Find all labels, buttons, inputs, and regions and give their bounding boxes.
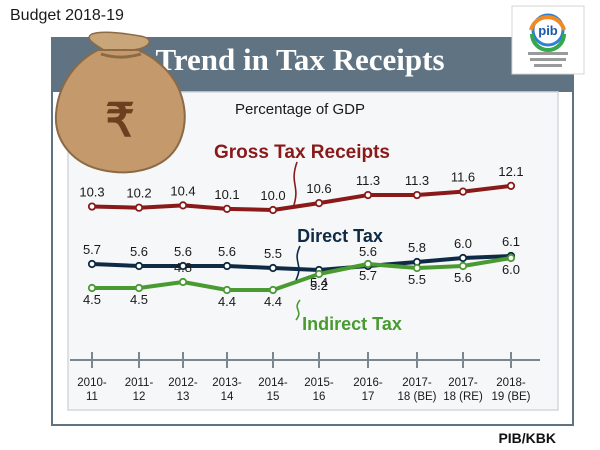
data-label: 10.2 xyxy=(126,186,151,201)
data-point xyxy=(87,259,97,269)
data-label: 10.1 xyxy=(214,187,239,202)
x-tick-label: 2013-14 xyxy=(212,377,242,403)
data-label: 12.1 xyxy=(498,164,523,179)
x-tick-label: 2014-15 xyxy=(258,377,288,403)
title-band xyxy=(52,38,573,92)
x-tick-label: 2018-19 (BE) xyxy=(492,377,531,403)
label-leader-line xyxy=(292,161,298,209)
data-point xyxy=(412,190,422,200)
pib-logo-text: pib xyxy=(538,23,558,38)
label-leader-line xyxy=(295,245,301,281)
data-label: 4.5 xyxy=(83,292,101,307)
x-axis-ticks: 2010-11 2011-12 2012-13 2013-14 2014-15 2015-… xyxy=(77,352,531,403)
data-label: 6.0 xyxy=(454,236,472,251)
data-label: 10.3 xyxy=(79,185,104,200)
data-label: 4.8 xyxy=(174,260,192,275)
series-line-direct xyxy=(90,254,513,272)
rupee-money-bag-icon: ₹ xyxy=(54,31,186,174)
data-label: 5.7 xyxy=(359,268,377,283)
data-label: 5.5 xyxy=(408,272,426,287)
data-label: 5.6 xyxy=(454,270,472,285)
series-label-direct: Direct Tax xyxy=(297,226,383,246)
chart-title: Trend in Tax Receipts xyxy=(155,42,444,77)
data-label: 6.0 xyxy=(502,262,520,277)
data-point xyxy=(134,283,144,293)
data-label: 5.6 xyxy=(174,244,192,259)
data-point xyxy=(87,202,97,211)
data-label: 5.2 xyxy=(310,278,328,293)
data-point xyxy=(222,285,232,295)
data-point xyxy=(506,253,516,263)
data-point xyxy=(222,204,232,213)
x-tick-label: 2015-16 xyxy=(304,377,334,403)
data-point xyxy=(178,201,188,210)
data-point xyxy=(506,181,516,190)
data-label: 5.6 xyxy=(130,244,148,259)
data-point xyxy=(412,263,422,273)
series-line-gross xyxy=(90,183,513,212)
data-label: 4.5 xyxy=(130,292,148,307)
data-point xyxy=(363,190,373,200)
data-point xyxy=(268,285,278,295)
x-tick-label: 2011-12 xyxy=(125,377,154,403)
footer-credit: PIB/KBK xyxy=(498,430,556,446)
data-point xyxy=(134,261,144,271)
data-label: 4.4 xyxy=(218,294,236,309)
data-point xyxy=(458,253,468,263)
series-label-indirect: Indirect Tax xyxy=(302,314,402,334)
data-label: 10.0 xyxy=(260,188,285,203)
data-point xyxy=(314,199,324,208)
plot-panel xyxy=(67,91,559,411)
x-tick-label: 2017-18 (BE) xyxy=(398,377,437,403)
data-point xyxy=(134,203,144,212)
svg-text:₹: ₹ xyxy=(105,94,134,146)
series-label-gross: Gross Tax Receipts xyxy=(214,142,390,163)
data-label: 11.3 xyxy=(405,173,429,188)
budget-label: Budget 2018-19 xyxy=(10,7,124,24)
data-point xyxy=(178,277,188,287)
data-point xyxy=(222,261,232,271)
series-layer: 10.3 10.2 10.4 10.1 10.0 10.6 11.3 11.3 11.6 12.1… xyxy=(79,161,524,321)
x-tick-label: 2016-17 xyxy=(353,377,383,403)
data-label: 5.8 xyxy=(408,240,426,255)
data-point xyxy=(178,261,188,271)
data-point xyxy=(268,205,278,215)
data-point xyxy=(314,269,324,279)
label-leader-line xyxy=(295,299,301,321)
pib-logo: pib xyxy=(511,5,585,75)
data-label: 11.3 xyxy=(356,173,380,188)
series-line-indirect xyxy=(90,256,513,292)
data-point xyxy=(87,283,97,293)
data-label: 5.6 xyxy=(359,244,377,259)
data-label: 4.4 xyxy=(264,294,282,309)
data-point xyxy=(268,263,278,273)
data-label: 5.7 xyxy=(83,242,101,257)
data-point xyxy=(458,261,468,271)
data-label: 5.4 xyxy=(310,275,328,290)
x-tick-label: 2012-13 xyxy=(168,377,198,403)
x-tick-label: 2010-11 xyxy=(77,377,107,403)
data-label: 5.5 xyxy=(264,246,282,261)
data-label: 10.6 xyxy=(306,181,331,196)
data-point xyxy=(363,259,373,269)
data-point xyxy=(458,187,468,196)
chart-subtitle: Percentage of GDP xyxy=(235,101,365,118)
data-label: 6.1 xyxy=(502,234,520,249)
data-label: 11.6 xyxy=(451,170,475,185)
data-label: 10.4 xyxy=(170,183,195,198)
data-label: 5.6 xyxy=(218,244,236,259)
x-tick-label: 2017-18 (RE) xyxy=(443,377,483,403)
